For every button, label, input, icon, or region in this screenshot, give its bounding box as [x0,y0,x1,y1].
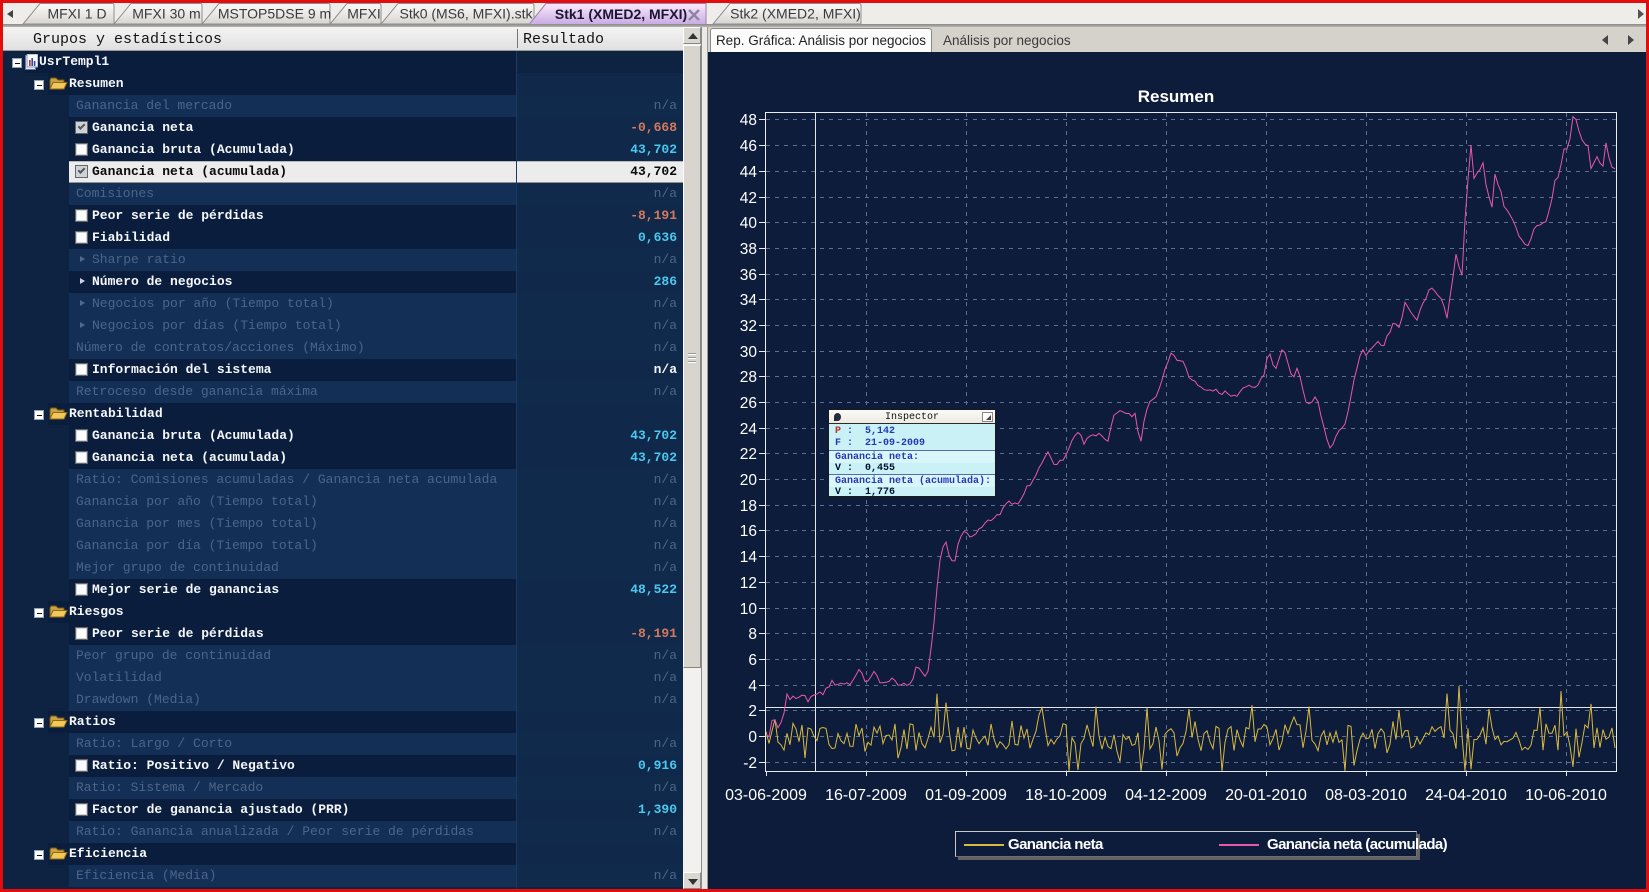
svg-text:10: 10 [740,601,758,618]
svg-text:22: 22 [740,446,757,463]
svg-text:MFXI: MFXI [347,6,380,22]
svg-text:14: 14 [740,549,758,566]
svg-text:MFXI 30 m: MFXI 30 m [132,6,200,22]
svg-text:MSTOP5DSE 9 m: MSTOP5DSE 9 m [218,6,331,22]
svg-text:03-06-2009: 03-06-2009 [725,787,807,804]
svg-text:34: 34 [740,292,758,309]
svg-text:38: 38 [740,241,757,258]
svg-text:16-07-2009: 16-07-2009 [825,787,907,804]
svg-text:24: 24 [740,421,758,438]
svg-text:48: 48 [740,112,757,129]
svg-text:04-12-2009: 04-12-2009 [1125,787,1207,804]
svg-text:-2: -2 [743,755,757,772]
svg-text:0: 0 [748,729,757,746]
svg-text:36: 36 [740,267,757,284]
svg-text:08-03-2010: 08-03-2010 [1325,787,1407,804]
svg-text:40: 40 [740,215,758,232]
svg-text:4: 4 [748,678,757,695]
svg-text:12: 12 [740,575,757,592]
svg-text:18-10-2009: 18-10-2009 [1025,787,1107,804]
svg-text:16: 16 [740,523,757,540]
svg-text:MFXI 1 D: MFXI 1 D [47,6,106,22]
svg-text:2: 2 [748,703,757,720]
svg-text:Stk2 (XMED2, MFXI): Stk2 (XMED2, MFXI) [730,6,861,22]
svg-text:42: 42 [740,190,757,207]
svg-text:6: 6 [748,652,757,669]
svg-text:Stk0 (MS6, MFXI).stk: Stk0 (MS6, MFXI).stk [399,6,533,22]
svg-text:18: 18 [740,498,757,515]
svg-text:8: 8 [748,626,757,643]
svg-text:20: 20 [740,472,758,489]
svg-text:Resumen: Resumen [1138,87,1215,106]
svg-text:Stk1 (XMED2, MFXI): Stk1 (XMED2, MFXI) [555,6,687,22]
svg-text:46: 46 [740,138,757,155]
svg-text:20-01-2010: 20-01-2010 [1225,787,1307,804]
svg-text:30: 30 [740,344,758,361]
svg-text:10-06-2010: 10-06-2010 [1525,787,1607,804]
svg-text:26: 26 [740,395,757,412]
svg-text:44: 44 [740,164,758,181]
svg-text:32: 32 [740,318,757,335]
svg-text:28: 28 [740,369,757,386]
svg-text:01-09-2009: 01-09-2009 [925,787,1007,804]
svg-text:24-04-2010: 24-04-2010 [1425,787,1507,804]
